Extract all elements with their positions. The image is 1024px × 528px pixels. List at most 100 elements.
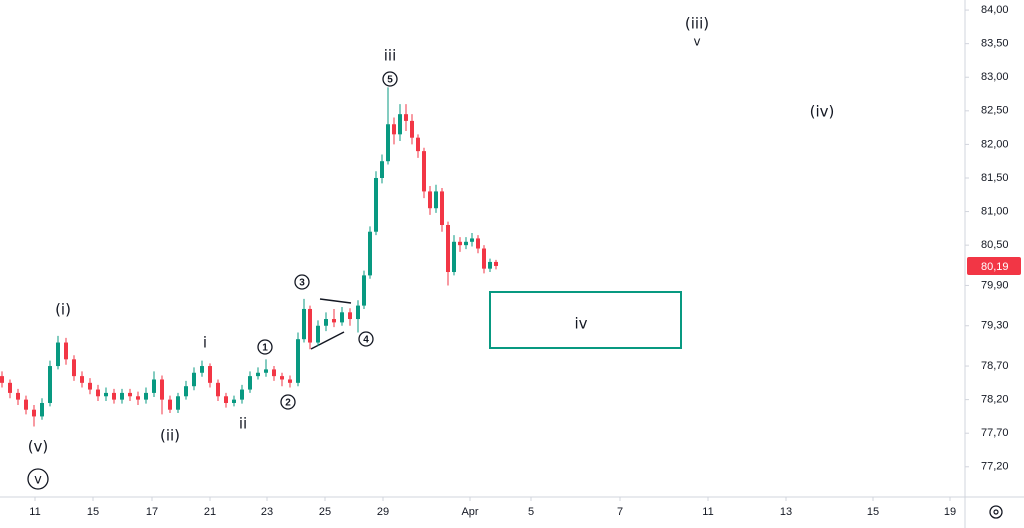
- settings-icon[interactable]: [989, 505, 1003, 519]
- candle-body: [288, 379, 292, 383]
- candle-body: [308, 308, 312, 343]
- y-tick-label: 77,20: [981, 461, 1009, 473]
- candle-body: [248, 376, 252, 390]
- settings-icon-center[interactable]: [993, 509, 999, 515]
- candle-body: [256, 372, 260, 377]
- candle-body: [56, 342, 60, 367]
- candle-body: [296, 339, 300, 383]
- y-tick-label: 83,50: [981, 38, 1009, 50]
- triangle-line: [310, 331, 345, 350]
- last-price-tag: [967, 256, 1021, 275]
- candle-body: [64, 342, 68, 360]
- candle-body: [184, 386, 188, 397]
- x-tick-label: 15: [867, 506, 879, 518]
- y-tick-label: 78,20: [981, 394, 1009, 406]
- candle-body: [368, 231, 372, 276]
- candle-body: [168, 399, 172, 410]
- candle-body: [280, 376, 284, 380]
- candle-body: [470, 238, 474, 242]
- candle-body: [112, 392, 116, 400]
- candle-body: [398, 114, 402, 135]
- y-tick-label: 77,70: [981, 427, 1009, 439]
- candle-body: [240, 389, 244, 400]
- wave-label: ii: [239, 415, 247, 433]
- wave-label: (i): [55, 301, 71, 319]
- wave-label: 3: [299, 278, 305, 289]
- candle-body: [422, 151, 426, 192]
- candle-body: [440, 191, 444, 225]
- candle-body: [32, 409, 36, 417]
- x-tick-label: 11: [29, 506, 40, 518]
- wave-label: i: [203, 334, 207, 352]
- candle-body: [88, 382, 92, 390]
- candle-body: [104, 392, 108, 397]
- x-tick-label: Apr: [461, 506, 478, 518]
- candle-body: [8, 382, 12, 393]
- x-tick-label: 11: [702, 506, 713, 518]
- wave-circle: [257, 339, 273, 355]
- candle-body: [144, 392, 148, 400]
- candle-body: [200, 366, 204, 373]
- candle-body: [348, 312, 352, 320]
- wave-label: 5: [387, 75, 393, 86]
- candle-body: [374, 177, 378, 232]
- triangle-line: [319, 298, 352, 304]
- wave-label: v: [34, 473, 42, 488]
- wave-circle: [27, 468, 49, 490]
- candle-body: [446, 225, 450, 273]
- candle-body: [160, 379, 164, 400]
- x-tick-label: 23: [261, 506, 273, 518]
- candle-body: [0, 376, 4, 383]
- candle-body: [72, 359, 76, 377]
- x-tick-label: 17: [146, 506, 158, 518]
- candle-body: [224, 396, 228, 403]
- y-tick-label: 82,00: [981, 138, 1009, 150]
- candle-body: [458, 241, 462, 246]
- wave-label: iv: [574, 315, 587, 333]
- last-price-label: 80,19: [981, 261, 1009, 273]
- candle-body: [494, 261, 498, 266]
- x-tick-label: 19: [944, 506, 956, 518]
- candle-body: [176, 396, 180, 410]
- x-tick-label: 25: [319, 506, 331, 518]
- candle-body: [332, 319, 336, 323]
- target-box: [489, 291, 682, 349]
- y-tick-label: 79,90: [981, 279, 1009, 291]
- candle-body: [340, 312, 344, 323]
- y-tick-label: 79,30: [981, 320, 1009, 332]
- candle-body: [152, 379, 156, 393]
- candle-body: [16, 392, 20, 400]
- candle-body: [362, 275, 366, 306]
- candle-body: [24, 399, 28, 410]
- candle-body: [80, 376, 84, 383]
- y-tick-label: 80,50: [981, 239, 1009, 251]
- candle-body: [434, 191, 438, 209]
- wave-label: v: [693, 35, 700, 49]
- y-tick-label: 81,00: [981, 205, 1009, 217]
- candle-body: [488, 261, 492, 269]
- x-tick-label: 15: [87, 506, 99, 518]
- wave-label: iii: [384, 47, 397, 65]
- wave-label: (iv): [810, 103, 835, 121]
- candle-body: [208, 366, 212, 383]
- candle-body: [96, 389, 100, 397]
- candle-body: [136, 396, 140, 400]
- wave-label: 2: [285, 398, 291, 409]
- wave-label: 1: [262, 343, 268, 354]
- x-tick-label: 13: [780, 506, 792, 518]
- candle-body: [316, 325, 320, 343]
- candle-body: [216, 382, 220, 397]
- candle-body: [476, 238, 480, 249]
- candle-body: [356, 305, 360, 320]
- candle-body: [464, 241, 468, 246]
- candle-body: [272, 369, 276, 377]
- candle-body: [192, 372, 196, 387]
- wave-circle: [382, 71, 398, 87]
- x-tick-label: 21: [204, 506, 216, 518]
- x-tick-label: 29: [377, 506, 389, 518]
- candle-body: [128, 392, 132, 397]
- y-tick-label: 82,50: [981, 105, 1009, 117]
- candle-body: [380, 161, 384, 178]
- candle-body: [232, 399, 236, 403]
